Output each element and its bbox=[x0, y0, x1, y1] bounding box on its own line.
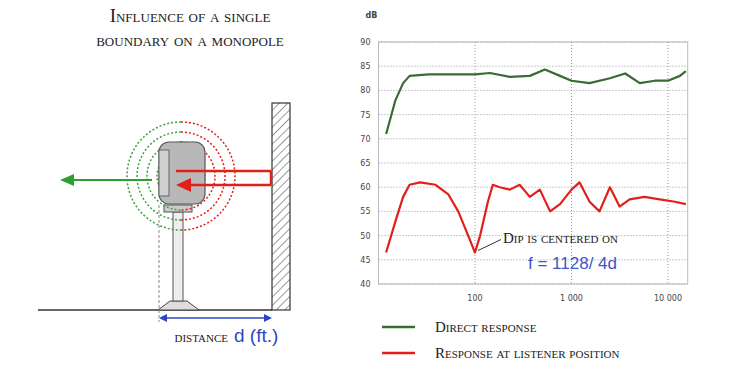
direct-arrow-head bbox=[60, 174, 74, 186]
series-line bbox=[386, 182, 686, 252]
y-tick-label: 65 bbox=[360, 159, 370, 168]
y-tick-label: 40 bbox=[360, 280, 370, 289]
y-tick-label: 80 bbox=[360, 86, 370, 95]
annotation-pointer bbox=[478, 240, 501, 251]
y-axis-label: dB bbox=[366, 11, 378, 20]
distance-symbol: d (ft.) bbox=[234, 325, 278, 346]
y-grid bbox=[379, 90, 688, 91]
x-grid bbox=[668, 42, 669, 284]
distance-head bbox=[159, 314, 167, 322]
floor bbox=[38, 309, 272, 311]
legend-label: Response at listener position bbox=[435, 345, 619, 361]
x-tick-label: 100 bbox=[467, 294, 482, 303]
chart: 40 45 50 55 60 65 70 75 80 85 90 100 1 000 10 000 dB Di… bbox=[360, 11, 687, 303]
y-grid bbox=[379, 187, 688, 188]
direct-arrow bbox=[72, 179, 152, 181]
speaker bbox=[159, 142, 205, 204]
y-tick-label: 50 bbox=[360, 232, 370, 241]
legend-swatch bbox=[382, 352, 415, 355]
figure: Influence of a single boundary on a monop… bbox=[0, 0, 750, 376]
y-grid bbox=[379, 114, 688, 115]
distance-line bbox=[163, 317, 268, 319]
reflection-turn bbox=[270, 171, 273, 185]
diagram: Influence of a single boundary on a monop… bbox=[38, 5, 290, 346]
y-grid bbox=[379, 66, 688, 67]
y-tick-label: 55 bbox=[360, 207, 370, 216]
x-tick-label: 1 000 bbox=[560, 294, 583, 303]
y-tick-label: 75 bbox=[360, 111, 370, 120]
y-grid bbox=[379, 284, 688, 285]
y-tick-label: 90 bbox=[360, 38, 370, 47]
speaker-front bbox=[159, 150, 169, 196]
stand-pole bbox=[173, 212, 183, 301]
reflection-head bbox=[176, 178, 191, 192]
wall bbox=[272, 103, 290, 310]
y-tick-label: 60 bbox=[360, 183, 370, 192]
distance-label: distance bbox=[174, 329, 228, 345]
annotation-text: Dip is centered on bbox=[503, 230, 618, 246]
legend-label: Direct response bbox=[435, 319, 537, 335]
diagram-title: Influence of a single bbox=[110, 5, 271, 26]
stand-base bbox=[158, 301, 199, 310]
series-line bbox=[386, 70, 686, 134]
distance-head bbox=[264, 314, 272, 322]
stand-plate bbox=[164, 205, 192, 212]
y-grid bbox=[379, 42, 688, 43]
y-grid bbox=[379, 163, 688, 164]
distance-guide bbox=[159, 205, 160, 322]
x-grid bbox=[571, 42, 572, 284]
x-tick-label: 10 000 bbox=[654, 294, 682, 303]
diagram-title: boundary on a monopole bbox=[96, 29, 284, 50]
y-tick-label: 45 bbox=[360, 256, 370, 265]
y-tick-label: 85 bbox=[360, 62, 370, 71]
y-grid bbox=[379, 138, 688, 139]
legend: Direct response Response at listener posi… bbox=[382, 319, 619, 361]
reflection-back bbox=[190, 184, 271, 187]
series-group bbox=[386, 70, 686, 253]
plot-frame bbox=[379, 42, 688, 284]
annotation-formula: f = 1128/ 4d bbox=[528, 254, 617, 273]
reflection-out bbox=[176, 170, 271, 173]
y-grid bbox=[379, 211, 688, 212]
legend-swatch bbox=[382, 326, 415, 329]
y-tick-label: 70 bbox=[360, 135, 370, 144]
